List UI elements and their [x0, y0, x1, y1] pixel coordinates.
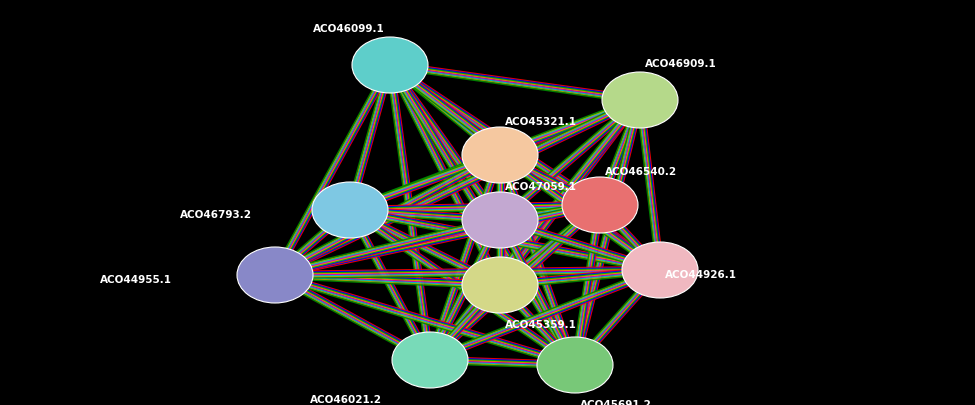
Ellipse shape — [602, 72, 678, 128]
Ellipse shape — [392, 332, 468, 388]
Ellipse shape — [622, 242, 698, 298]
Text: ACO45691.2: ACO45691.2 — [580, 400, 652, 405]
Ellipse shape — [352, 37, 428, 93]
Text: ACO44955.1: ACO44955.1 — [100, 275, 172, 285]
Ellipse shape — [462, 127, 538, 183]
Ellipse shape — [562, 177, 638, 233]
Ellipse shape — [462, 257, 538, 313]
Ellipse shape — [537, 337, 613, 393]
Text: ACO47059.1: ACO47059.1 — [505, 182, 577, 192]
Ellipse shape — [462, 192, 538, 248]
Text: ACO45359.1: ACO45359.1 — [505, 320, 577, 330]
Ellipse shape — [312, 182, 388, 238]
Text: ACO46099.1: ACO46099.1 — [313, 24, 385, 34]
Text: ACO45321.1: ACO45321.1 — [505, 117, 577, 127]
Text: ACO46021.2: ACO46021.2 — [310, 395, 382, 405]
Text: ACO46793.2: ACO46793.2 — [180, 210, 252, 220]
Text: ACO44926.1: ACO44926.1 — [665, 270, 737, 280]
Text: ACO46909.1: ACO46909.1 — [645, 59, 717, 69]
Text: ACO46540.2: ACO46540.2 — [605, 167, 677, 177]
Ellipse shape — [237, 247, 313, 303]
